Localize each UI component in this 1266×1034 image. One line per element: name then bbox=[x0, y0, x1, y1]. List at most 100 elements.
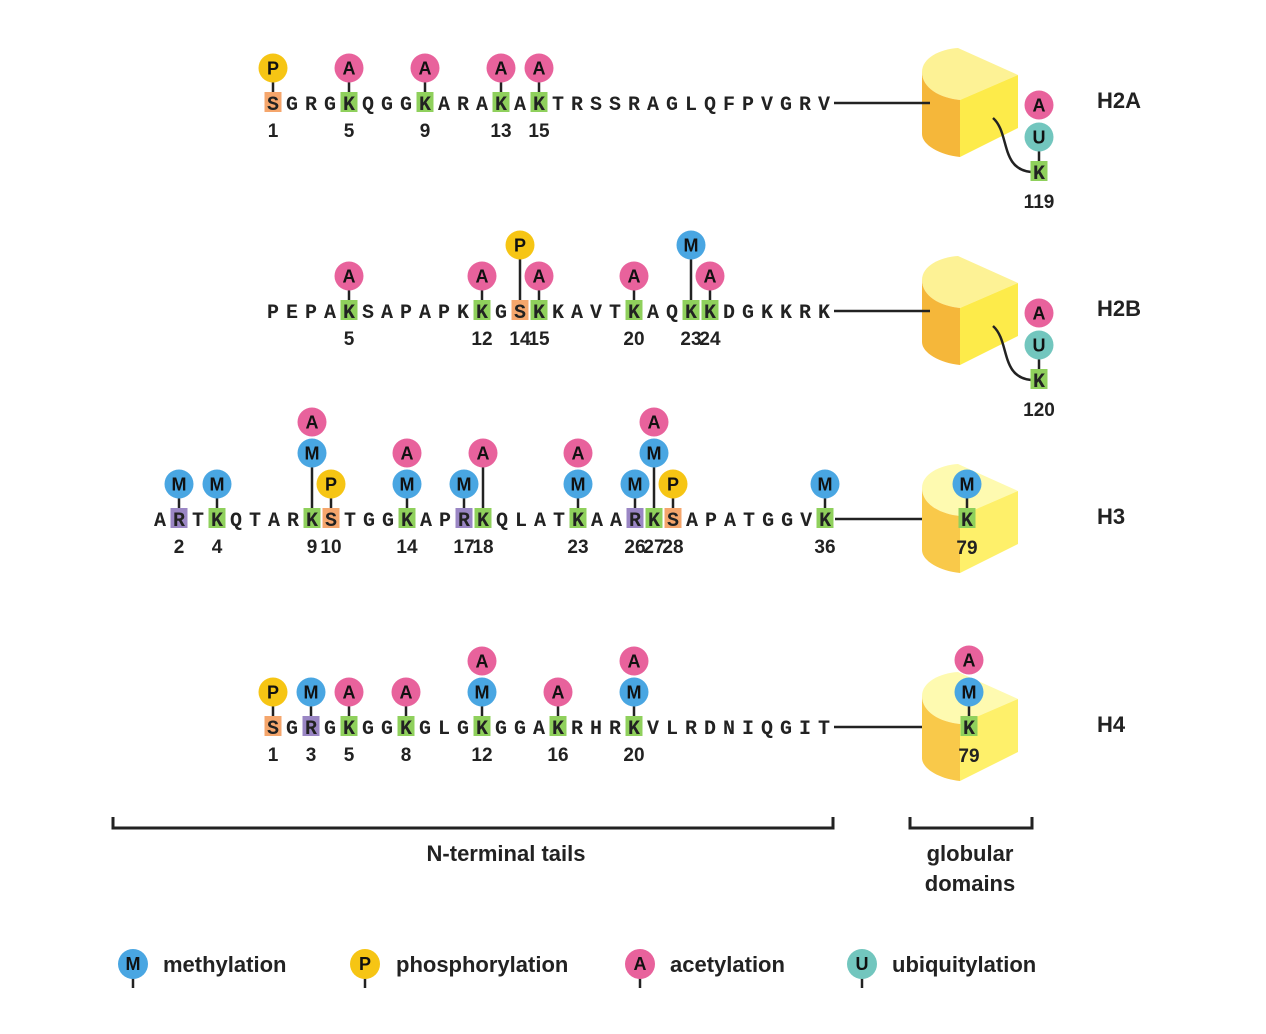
mark-letter: A bbox=[572, 444, 585, 464]
mark-letter: A bbox=[400, 683, 413, 703]
modified-residue-box bbox=[625, 300, 643, 320]
phosphorylation-symbol-icon bbox=[350, 949, 380, 979]
acetylation-mark-icon bbox=[543, 677, 573, 707]
residue-position-label: 79 bbox=[956, 538, 977, 559]
residue-position-label: 12 bbox=[471, 329, 492, 350]
h2a-tail-sequence: SGRGKQGGKARAKAKTRSSRAGLQFPVGRV bbox=[267, 94, 837, 117]
histone-name-label: H2B bbox=[1097, 296, 1141, 321]
mark-letter: A bbox=[306, 413, 319, 433]
modified-residue: MA 14 bbox=[392, 438, 422, 558]
modified-residue: M3 bbox=[296, 677, 326, 766]
modified-residue: MA 9 bbox=[297, 407, 327, 558]
globular-label-line2: domains bbox=[925, 871, 1015, 896]
residue-position-label: 8 bbox=[401, 745, 412, 766]
globular-label-line1: globular bbox=[927, 841, 1014, 866]
ubiquitylation-mark-icon bbox=[1024, 330, 1054, 360]
modified-residue: M 17 bbox=[449, 469, 479, 558]
modified-residue-box bbox=[208, 508, 226, 528]
residue-position-label: 120 bbox=[1023, 400, 1055, 421]
legend-label: ubiquitylation bbox=[892, 952, 1036, 977]
modified-residue: M 36 bbox=[810, 469, 840, 558]
acetylation-mark-icon bbox=[391, 677, 421, 707]
domain-curved-face bbox=[922, 488, 960, 573]
modified-residue: M 26 bbox=[620, 469, 650, 558]
acetylation-mark-icon bbox=[619, 646, 649, 676]
modified-residue: A5 bbox=[334, 261, 364, 350]
acetylation-mark-icon bbox=[563, 438, 593, 468]
acetylation-symbol-icon bbox=[625, 949, 655, 979]
mark-letter: A bbox=[628, 267, 641, 287]
h3-tail-sequence: ARTKQTARKSTGGKAPRKQLATKAARKSAPATGGVK bbox=[154, 510, 838, 533]
domain-linker-curve bbox=[992, 117, 1032, 174]
modified-residue-box bbox=[340, 300, 358, 320]
legend-item-acetylation: A acetylation bbox=[625, 949, 785, 988]
modified-residue-box bbox=[455, 508, 473, 528]
mark-letter: A bbox=[476, 267, 489, 287]
acetylation-mark-icon bbox=[695, 261, 725, 291]
modified-residue-box bbox=[664, 508, 682, 528]
residue-letter: K bbox=[1033, 163, 1045, 186]
residue-position-label: 13 bbox=[490, 121, 511, 142]
n-terminal-bracket: N-terminal tails bbox=[111, 817, 835, 866]
modified-residue-box bbox=[264, 92, 282, 112]
residue-position-label: 79 bbox=[958, 746, 979, 767]
legend-symbol: U bbox=[856, 954, 869, 974]
residue-position-label: 9 bbox=[420, 121, 431, 142]
modified-residue-box bbox=[398, 508, 416, 528]
residue-position-label: 23 bbox=[567, 537, 588, 558]
residue-position-label: 5 bbox=[344, 329, 355, 350]
methylation-mark-icon bbox=[297, 438, 327, 468]
acetylation-mark-icon bbox=[297, 407, 327, 437]
acetylation-mark-icon bbox=[1024, 90, 1054, 120]
n-terminal-bracket-line bbox=[111, 817, 835, 830]
legend-label: methylation bbox=[163, 952, 286, 977]
modified-residue: A9 bbox=[410, 53, 440, 142]
modified-residue-box bbox=[701, 300, 719, 320]
residue-position-label: 5 bbox=[344, 121, 355, 142]
residue-position-label: 15 bbox=[528, 329, 550, 350]
acetylation-mark-icon bbox=[410, 53, 440, 83]
acetylation-mark-icon bbox=[486, 53, 516, 83]
methylation-mark-icon bbox=[467, 677, 497, 707]
acetylation-mark-icon bbox=[524, 53, 554, 83]
residue-position-label: 1 bbox=[268, 745, 279, 766]
ubiquitylation-symbol-icon bbox=[847, 949, 877, 979]
mark-letter: M bbox=[571, 475, 586, 495]
acetylation-mark-icon bbox=[334, 677, 364, 707]
mark-letter: U bbox=[1033, 128, 1046, 148]
ubiquitylation-mark-icon bbox=[1024, 122, 1054, 152]
residue-position-label: 26 bbox=[624, 537, 645, 558]
legend-label: phosphorylation bbox=[396, 952, 568, 977]
mark-letter: A bbox=[343, 59, 356, 79]
domain-curved-face bbox=[922, 696, 960, 781]
mark-letter: A bbox=[477, 444, 490, 464]
modified-residue-box bbox=[492, 92, 510, 112]
residue-position-label: 14 bbox=[396, 537, 418, 558]
h2b-tail-sequence: PEPAKSAPAPKKGSKKAVTKAQKKDGKKRK bbox=[267, 302, 837, 325]
mark-letter: A bbox=[648, 413, 661, 433]
methylation-mark-icon bbox=[954, 677, 984, 707]
mark-letter: M bbox=[457, 475, 472, 495]
globular-domain-shape bbox=[922, 48, 1018, 157]
modified-residue-box bbox=[473, 300, 491, 320]
globular-modified-residue: MA K 79 bbox=[954, 645, 984, 767]
mark-letter: A bbox=[419, 59, 432, 79]
mark-letter: M bbox=[172, 475, 187, 495]
modified-residue: P 10 bbox=[316, 469, 346, 558]
modified-residue: P 28 bbox=[658, 469, 688, 558]
acetylation-mark-icon bbox=[392, 438, 422, 468]
methylation-mark-icon bbox=[620, 469, 650, 499]
domain-top-face bbox=[922, 256, 1018, 308]
modified-residue: A5 bbox=[334, 677, 364, 766]
modified-residue-box bbox=[303, 508, 321, 528]
modified-residue: A 18 bbox=[468, 438, 498, 558]
modified-residue-box bbox=[397, 716, 415, 736]
mark-letter: A bbox=[343, 267, 356, 287]
acetylation-mark-icon bbox=[467, 646, 497, 676]
mark-letter: M bbox=[684, 236, 699, 256]
legend-item-methylation: M methylation bbox=[118, 949, 286, 988]
residue-position-label: 24 bbox=[699, 329, 721, 350]
modified-residue-box bbox=[511, 300, 529, 320]
modified-residue-box bbox=[340, 92, 358, 112]
acetylation-mark-icon bbox=[524, 261, 554, 291]
